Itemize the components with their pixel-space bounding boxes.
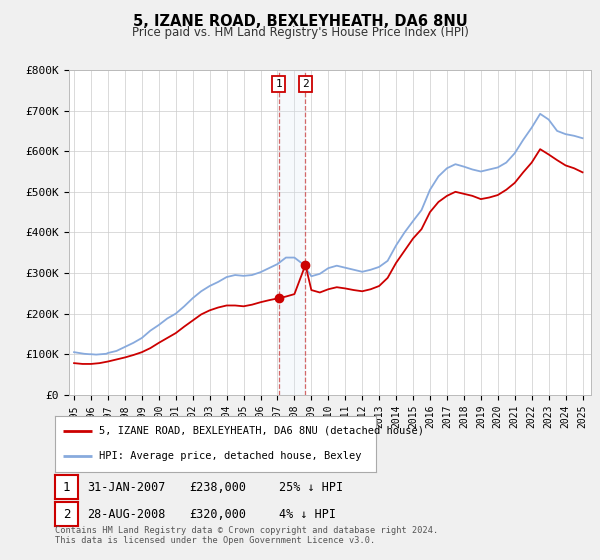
Text: 2: 2 [302,79,309,89]
Text: 25% ↓ HPI: 25% ↓ HPI [279,480,343,494]
Text: 1: 1 [63,480,70,494]
Text: Contains HM Land Registry data © Crown copyright and database right 2024.: Contains HM Land Registry data © Crown c… [55,526,439,535]
Text: £320,000: £320,000 [189,507,246,521]
Text: 1: 1 [275,79,282,89]
Text: 2: 2 [63,507,70,521]
Text: 5, IZANE ROAD, BEXLEYHEATH, DA6 8NU (detached house): 5, IZANE ROAD, BEXLEYHEATH, DA6 8NU (det… [98,426,424,436]
Text: 31-JAN-2007: 31-JAN-2007 [87,480,166,494]
Text: HPI: Average price, detached house, Bexley: HPI: Average price, detached house, Bexl… [98,451,361,461]
Text: This data is licensed under the Open Government Licence v3.0.: This data is licensed under the Open Gov… [55,536,376,545]
Bar [279,70,305,395]
Text: 5, IZANE ROAD, BEXLEYHEATH, DA6 8NU: 5, IZANE ROAD, BEXLEYHEATH, DA6 8NU [133,14,467,29]
Text: 4% ↓ HPI: 4% ↓ HPI [279,507,336,521]
Text: 28-AUG-2008: 28-AUG-2008 [87,507,166,521]
Text: £238,000: £238,000 [189,480,246,494]
Text: Price paid vs. HM Land Registry's House Price Index (HPI): Price paid vs. HM Land Registry's House … [131,26,469,39]
